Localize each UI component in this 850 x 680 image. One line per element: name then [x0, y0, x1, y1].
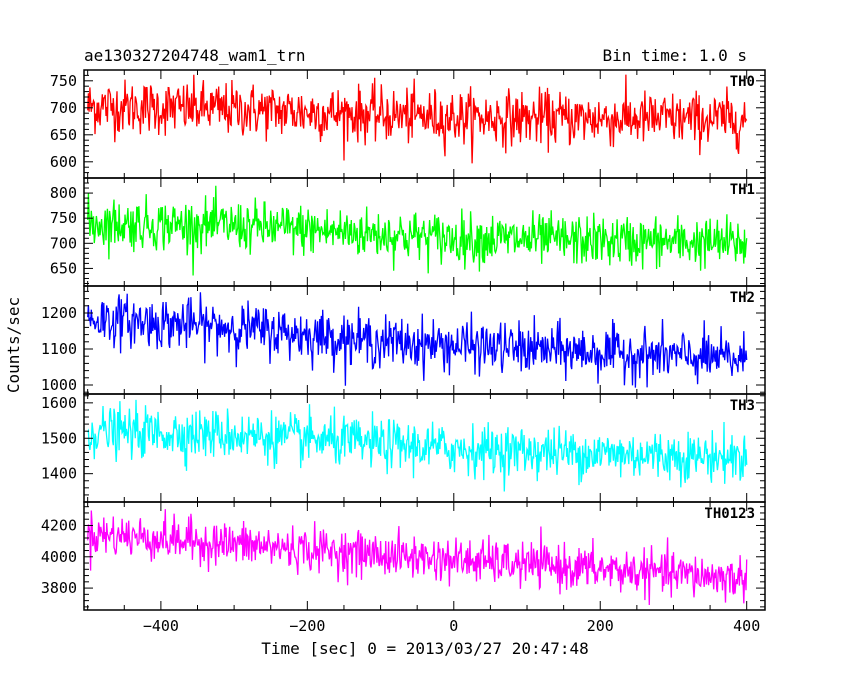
x-tick-label: 200 [587, 617, 614, 635]
y-tick-label: 1000 [41, 376, 77, 394]
y-tick-label: 750 [50, 209, 77, 227]
panel-label-th0: TH0 [730, 74, 755, 90]
y-tick-label: 1400 [41, 465, 77, 483]
panel-th0123: 3800 4000 4200 TH0123 [41, 501, 766, 611]
panel-th0: 600 650 700 750 TH0 [50, 69, 766, 179]
x-tick-label: −200 [289, 617, 325, 635]
series-trace-th0123 [87, 509, 748, 606]
panel-label-th3: TH3 [730, 398, 755, 414]
y-tick-label: 1100 [41, 340, 77, 358]
panel-th2: 1000 1100 1200 TH2 [41, 285, 766, 395]
panel-label-th2: TH2 [730, 290, 755, 306]
panels-group: 600 650 700 750 TH0 650 700 750 800 TH1 1000 1100 12… [41, 69, 766, 611]
y-tick-label: 700 [50, 99, 77, 117]
series-trace-th0 [87, 74, 748, 164]
y-tick-label: 600 [50, 153, 77, 171]
y-tick-label: 800 [50, 184, 77, 202]
y-tick-label: 1600 [41, 394, 77, 412]
x-axis-label: Time [sec] 0 = 2013/03/27 20:47:48 [261, 639, 589, 658]
y-tick-label: 4200 [41, 516, 77, 534]
panel-label-th0123: TH0123 [704, 506, 755, 522]
y-tick-label: 1500 [41, 429, 77, 447]
y-tick-label: 650 [50, 126, 77, 144]
series-trace-th3 [87, 399, 748, 492]
y-tick-label: 650 [50, 259, 77, 277]
panel-th1: 650 700 750 800 TH1 [50, 177, 766, 287]
y-axis-label: Counts/sec [4, 297, 23, 393]
x-tick-label: −400 [143, 617, 179, 635]
panel-frame [83, 501, 766, 611]
series-trace-th2 [87, 292, 748, 388]
x-tick-label: 400 [733, 617, 760, 635]
panel-label-th1: TH1 [730, 182, 755, 198]
bin-time-label: Bin time: 1.0 s [603, 46, 748, 65]
x-axis: −400 −200 0 200 400 [143, 617, 760, 635]
series-trace-th1 [87, 185, 748, 276]
chart-title: ae130327204748_wam1_trn [84, 46, 306, 65]
y-tick-label: 750 [50, 72, 77, 90]
y-tick-label: 1200 [41, 304, 77, 322]
y-tick-label: 700 [50, 234, 77, 252]
y-tick-label: 3800 [41, 579, 77, 597]
y-tick-label: 4000 [41, 548, 77, 566]
panel-th3: 1400 1500 1600 TH3 [41, 393, 766, 503]
x-tick-label: 0 [449, 617, 458, 635]
